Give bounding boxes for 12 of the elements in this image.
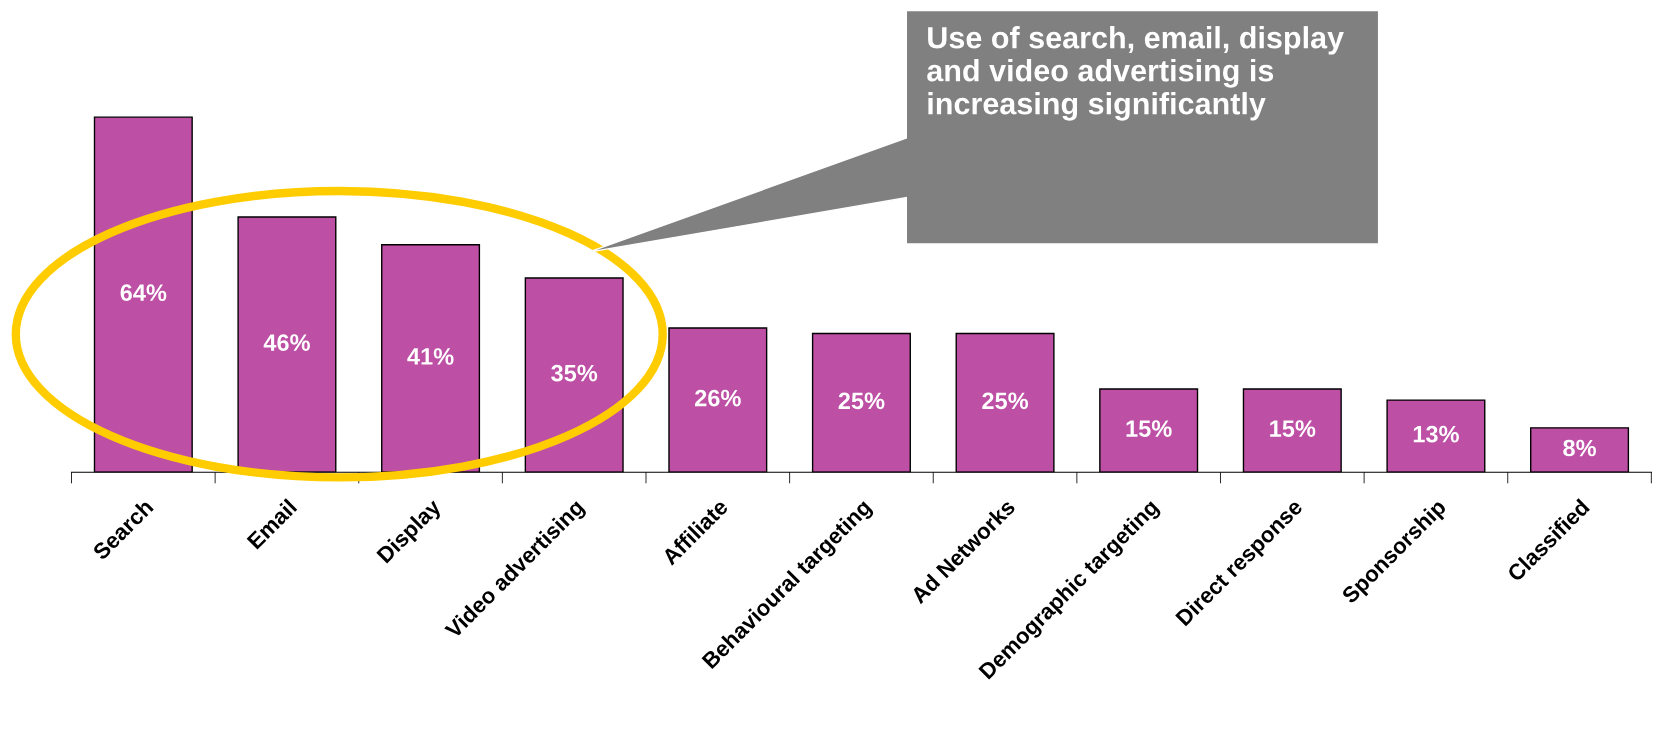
data-label: 25% xyxy=(838,392,885,410)
data-label: 8% xyxy=(1563,439,1596,457)
data-label: 64% xyxy=(120,284,167,302)
data-label: 41% xyxy=(407,348,454,365)
data-label: 26% xyxy=(695,389,741,407)
data-label: 15% xyxy=(1270,420,1316,437)
data-label: 15% xyxy=(1126,420,1172,437)
annotation: Use of search, email, display and video advertising is increasing significantly xyxy=(927,26,1344,121)
data-label: 35% xyxy=(551,364,598,382)
data-label: 13% xyxy=(1413,425,1459,443)
data-label: 25% xyxy=(982,392,1029,410)
data-label: 46% xyxy=(263,334,310,351)
